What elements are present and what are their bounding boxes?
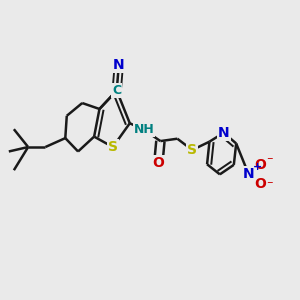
Text: +: +	[253, 162, 262, 172]
Text: N: N	[243, 167, 254, 182]
Text: ⁻: ⁻	[266, 155, 273, 168]
Text: NH: NH	[134, 123, 154, 136]
Text: N: N	[218, 126, 230, 140]
Text: S: S	[187, 143, 197, 157]
Text: ⁻: ⁻	[266, 179, 273, 192]
Text: O: O	[255, 158, 266, 172]
Text: O: O	[255, 177, 266, 191]
Text: N: N	[113, 58, 124, 72]
Text: C: C	[112, 84, 121, 97]
Text: O: O	[152, 156, 164, 170]
Text: S: S	[108, 140, 118, 154]
